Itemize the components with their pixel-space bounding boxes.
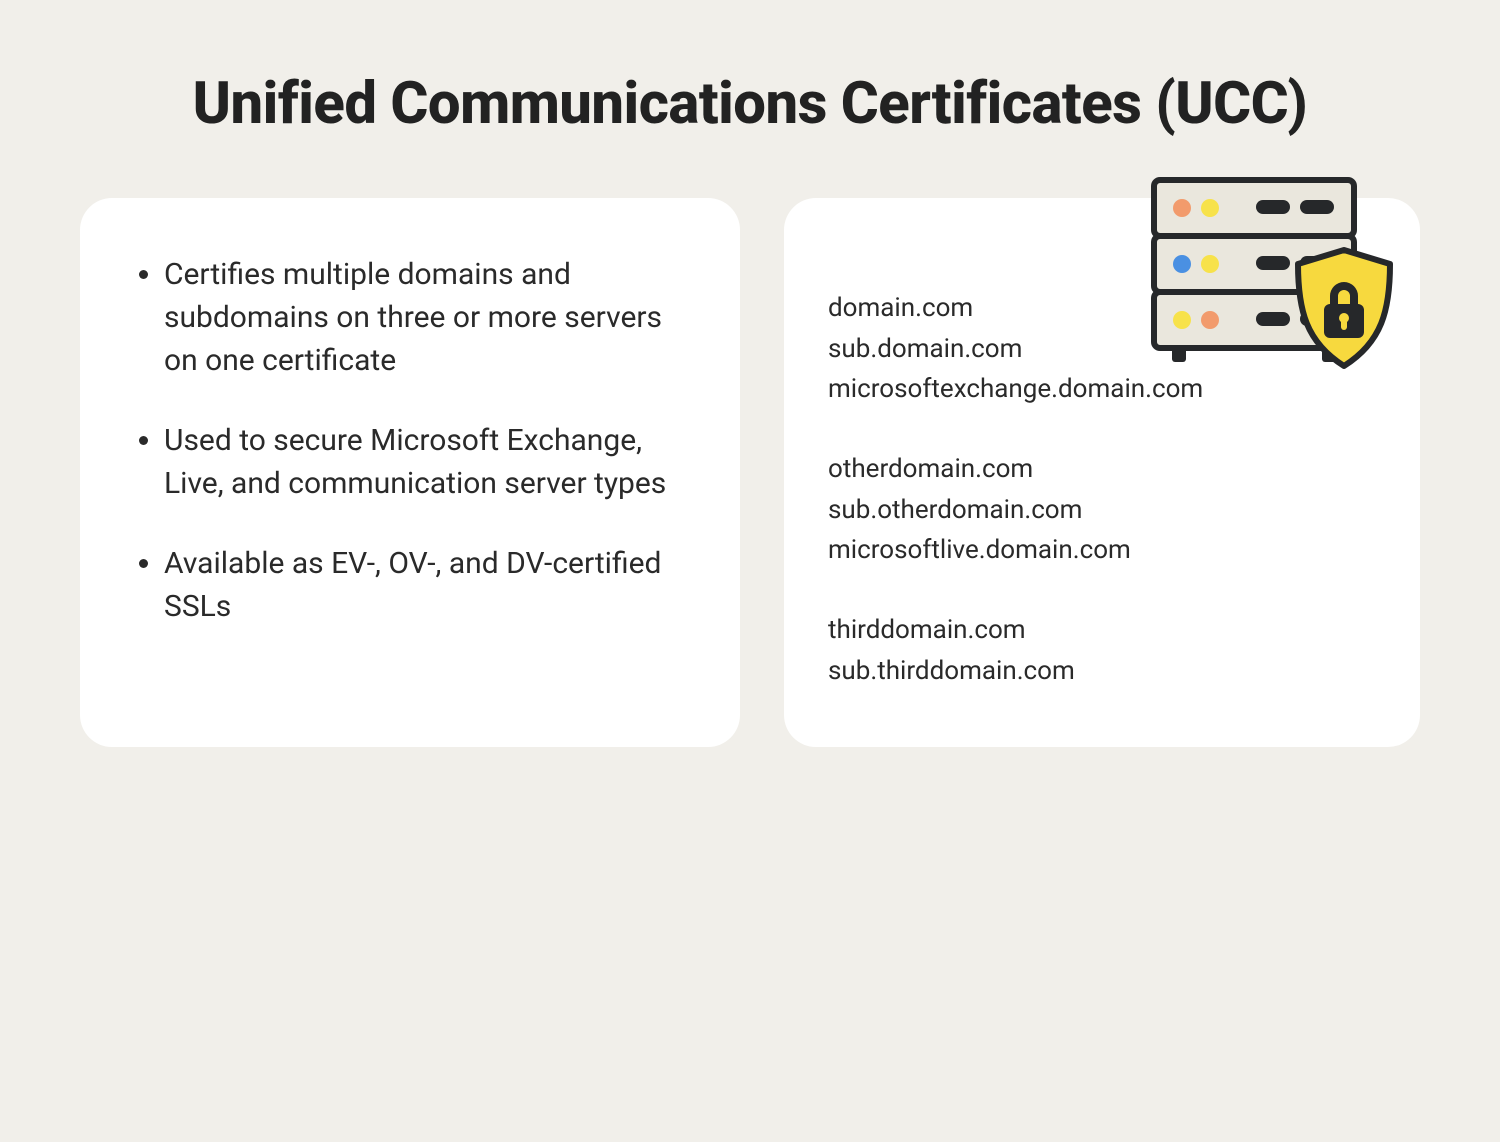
server-shield-lock-icon [1144,170,1404,390]
domain-line: otherdomain.com [828,449,1376,489]
domain-line: thirddomain.com [828,610,1376,650]
list-item: Certifies multiple domains and subdomain… [164,254,684,382]
domain-line: sub.thirddomain.com [828,651,1376,691]
domain-group: thirddomain.com sub.thirddomain.com [828,610,1376,691]
features-card: Certifies multiple domains and subdomain… [80,198,740,746]
list-item: Available as EV-, OV-, and DV-certified … [164,543,684,628]
domain-group: otherdomain.com sub.otherdomain.com micr… [828,449,1376,570]
page: Unified Communications Certificates (UCC… [0,0,1500,1142]
domains-card: domain.com sub.domain.com microsoftexcha… [784,198,1420,746]
domain-line: sub.otherdomain.com [828,490,1376,530]
page-title: Unified Communications Certificates (UCC… [80,70,1420,138]
features-list: Certifies multiple domains and subdomain… [136,254,684,628]
content-row: Certifies multiple domains and subdomain… [80,198,1420,746]
list-item: Used to secure Microsoft Exchange, Live,… [164,420,684,505]
domain-line: microsoftlive.domain.com [828,530,1376,570]
